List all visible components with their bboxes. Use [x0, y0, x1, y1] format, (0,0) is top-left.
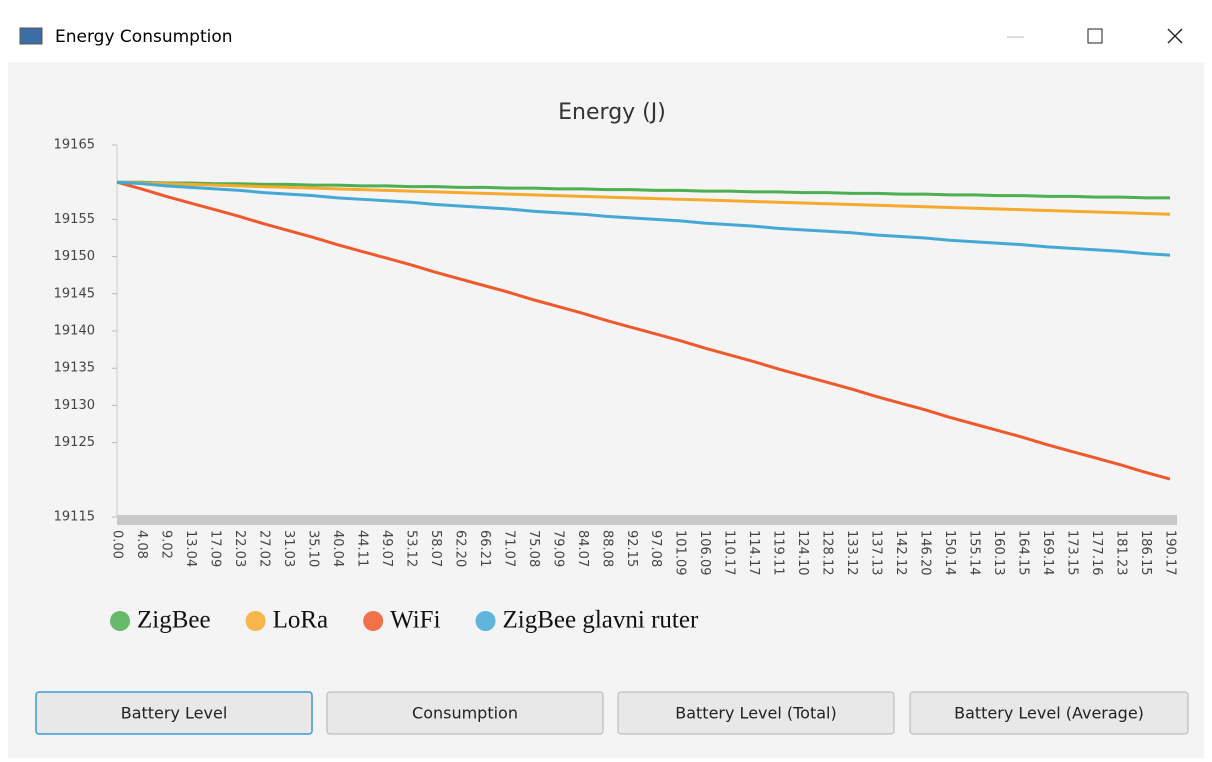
x-tick-label: 155.14	[967, 530, 982, 576]
x-tick-label: 177.16	[1089, 530, 1104, 576]
button-face[interactable]	[326, 691, 604, 735]
button-label[interactable]: Battery Level	[121, 704, 228, 723]
x-tick-label: 88.08	[599, 530, 614, 567]
x-tick-label: 62.20	[452, 530, 467, 567]
button[interactable]: Consumption	[326, 691, 604, 735]
y-tick-label: 19145	[54, 286, 95, 301]
y-tick-label: 19115	[54, 510, 95, 525]
close[interactable]	[1167, 28, 1183, 44]
x-tick-label: 190.17	[1163, 530, 1178, 576]
button[interactable]: Battery Level (Average)	[909, 691, 1189, 735]
x-tick-label: 79.09	[550, 530, 565, 567]
button-label[interactable]: Battery Level (Average)	[954, 704, 1144, 723]
x-tick-label: 101.09	[673, 530, 688, 576]
window-title: Energy Consumption	[55, 27, 233, 47]
x-tick-label: 84.07	[575, 530, 590, 567]
x-tick-label: 124.10	[795, 530, 810, 576]
x-tick-label: 27.02	[256, 530, 271, 567]
x-tick-label: 40.04	[330, 530, 345, 567]
x-tick-label: 133.12	[844, 530, 859, 576]
x-tick-label: 13.04	[183, 530, 198, 567]
x-tick-label: 181.23	[1114, 530, 1129, 576]
x-tick-label: 164.15	[1016, 530, 1031, 576]
legend-symbol	[245, 611, 266, 631]
button[interactable]: Battery Level (Total)	[617, 691, 895, 735]
chart-title: Energy (J)	[558, 100, 666, 125]
legend-label: ZigBee	[137, 607, 211, 634]
x-tick-label: 92.15	[624, 530, 639, 567]
x-tick-label: 53.12	[403, 530, 418, 567]
x-tick-label: 66.21	[477, 530, 492, 567]
series-line	[116, 180, 1171, 481]
x-tick-label: 17.09	[207, 530, 222, 567]
legend-symbol	[475, 611, 496, 631]
y-tick-label: 19155	[54, 212, 95, 227]
x-tick-label: 146.20	[918, 530, 933, 576]
series-line	[116, 180, 1171, 257]
y-tick-label: 19125	[54, 435, 95, 450]
button-face[interactable]	[617, 691, 895, 735]
x-tick-label: 160.13	[991, 530, 1006, 576]
legend-symbol	[363, 611, 384, 631]
x-tick-label: 110.17	[722, 530, 737, 576]
x-tick-label: 49.07	[379, 530, 394, 567]
x-tick-label: 97.08	[648, 530, 663, 567]
x-tick-label: 58.07	[428, 530, 443, 567]
x-tick-label: 128.12	[820, 530, 835, 576]
maximize[interactable]	[1087, 28, 1103, 44]
x-tick-label: 44.11	[354, 530, 369, 567]
x-tick-label: 137.13	[869, 530, 884, 576]
y-tick-label: 19130	[54, 398, 95, 413]
x-tick-label: 173.15	[1065, 530, 1080, 576]
button-label[interactable]: Consumption	[412, 704, 518, 723]
title-bar	[0, 0, 1212, 62]
x-tick-label: 106.09	[697, 530, 712, 576]
button-label[interactable]: Battery Level (Total)	[675, 704, 836, 723]
x-tick-label: 9.02	[158, 530, 173, 559]
x-tick-label: 114.17	[746, 530, 761, 576]
x-tick-label: 186.15	[1138, 530, 1153, 576]
button[interactable]: Battery Level	[35, 691, 313, 735]
x-tick-label: 150.14	[942, 530, 957, 576]
button-face[interactable]	[909, 691, 1189, 735]
x-tick-label: 35.10	[305, 530, 320, 567]
series-line	[116, 180, 1171, 216]
legend-label: ZigBee glavni ruter	[503, 607, 699, 634]
x-tick-label: 119.11	[771, 530, 786, 576]
legend-label: WiFi	[390, 607, 440, 634]
x-tick-label: 169.14	[1040, 530, 1055, 576]
x-axis	[117, 515, 1177, 525]
app-icon	[19, 27, 43, 45]
y-tick-label: 19150	[54, 249, 95, 264]
series-line	[117, 180, 1170, 200]
legend-symbol	[110, 611, 130, 631]
x-tick-label: 75.08	[526, 530, 541, 567]
button-face[interactable]	[35, 691, 313, 735]
x-tick-label: 22.03	[232, 530, 247, 567]
y-tick-label: 19135	[54, 361, 95, 376]
x-tick-label: 0.00	[110, 530, 125, 559]
x-tick-label: 31.03	[281, 530, 296, 567]
x-tick-label: 4.08	[134, 530, 149, 559]
x-tick-label: 71.07	[501, 530, 516, 567]
x-tick-label: 142.12	[893, 530, 908, 576]
y-tick-label: 19140	[54, 324, 95, 339]
y-tick-label: 19165	[54, 138, 95, 153]
content	[8, 62, 1204, 758]
legend-label: LoRa	[273, 607, 329, 634]
